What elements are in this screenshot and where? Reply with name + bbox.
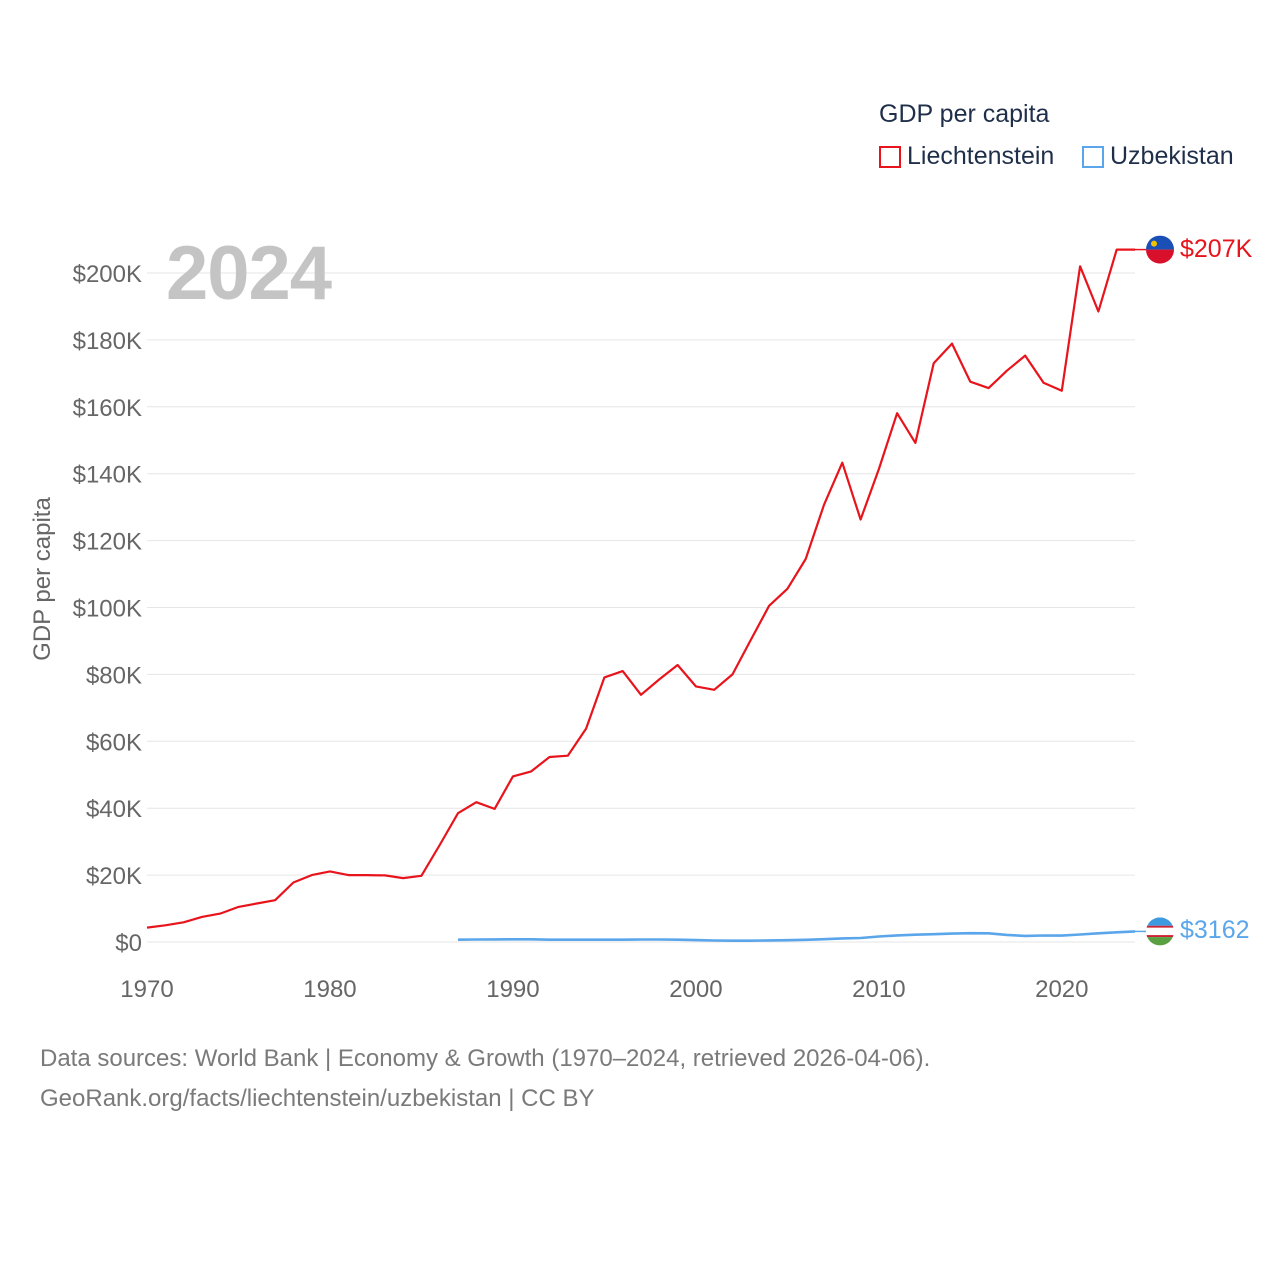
- series-line-liechtenstein: [146, 248, 1135, 929]
- x-tick-label: 2020: [1035, 976, 1088, 1003]
- legend-label-uzbekistan: Uzbekistan: [1110, 142, 1234, 170]
- x-tick-label: 2010: [852, 976, 905, 1003]
- end-label-liechtenstein: $207K: [1180, 234, 1253, 263]
- y-tick-label: $60K: [86, 729, 142, 756]
- legend-item-uzbekistan[interactable]: Uzbekistan: [1082, 142, 1234, 171]
- y-tick-label: $160K: [73, 395, 142, 422]
- y-tick-label: $140K: [73, 462, 142, 489]
- flag-uzbekistan-icon: [1146, 917, 1174, 946]
- y-tick-label: $0: [115, 930, 142, 957]
- series-line-uzbekistan: [457, 930, 1136, 943]
- legend-label-liechtenstein: Liechtenstein: [907, 142, 1055, 170]
- y-axis-label: GDP per capita: [29, 497, 56, 661]
- y-tick-label: $200K: [73, 261, 142, 288]
- flag-liechtenstein-icon: [1146, 235, 1174, 264]
- end-label-uzbekistan: $3162: [1180, 916, 1250, 945]
- legend-swatch-uzbekistan: [1082, 145, 1104, 168]
- y-tick-label: $100K: [73, 596, 142, 623]
- x-tick-label: 2000: [669, 976, 722, 1003]
- x-tick-label: 1980: [303, 976, 356, 1003]
- y-tick-label: $120K: [73, 529, 142, 556]
- y-tick-label: $80K: [86, 662, 142, 689]
- y-tick-label: $40K: [86, 796, 142, 823]
- footer-attribution: GeoRank.org/facts/liechtenstein/uzbekist…: [40, 1085, 595, 1112]
- legend-item-liechtenstein[interactable]: Liechtenstein: [879, 142, 1054, 171]
- x-tick-label: 1990: [486, 976, 539, 1003]
- year-label: 2024: [166, 231, 332, 316]
- x-tick-label: 1970: [120, 976, 173, 1003]
- footer-sources: Data sources: World Bank | Economy & Gro…: [40, 1045, 931, 1072]
- y-tick-label: $180K: [73, 328, 142, 355]
- legend-swatch-liechtenstein: [879, 145, 901, 168]
- legend-title: GDP per capita: [879, 100, 1050, 128]
- y-tick-label: $20K: [86, 863, 142, 890]
